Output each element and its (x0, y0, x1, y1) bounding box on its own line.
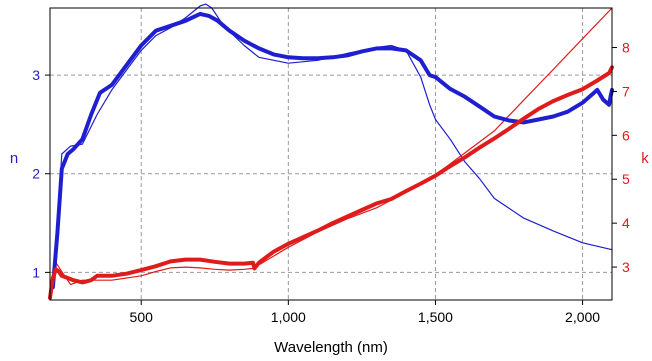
x-tick-label: 2,000 (565, 309, 600, 325)
right-axis-label: k (641, 150, 649, 167)
data-series (48, 3, 614, 300)
right-tick-label: 6 (622, 127, 630, 143)
right-tick-label: 5 (622, 171, 630, 187)
x-tick-label: 500 (130, 309, 154, 325)
right-tick-label: 8 (622, 40, 630, 56)
right-tick-label: 7 (622, 83, 630, 99)
left-tick-label: 3 (32, 67, 40, 83)
series-n-model (52, 3, 613, 288)
left-axis-ticks: 1 2 3 (32, 67, 50, 280)
x-tick-label: 1,500 (418, 309, 453, 325)
right-tick-label: 4 (622, 215, 630, 231)
x-axis-ticks: 500 1,000 1,500 2,000 (130, 300, 600, 325)
left-axis-label: n (10, 150, 18, 167)
series-k-model (49, 7, 613, 299)
x-tick-label: 1,000 (271, 309, 306, 325)
series-n-measured (50, 11, 614, 290)
right-axis-ticks: 3 4 5 6 7 8 (612, 40, 630, 275)
series-k-measured (48, 65, 614, 300)
x-axis-label: Wavelength (nm) (274, 339, 388, 356)
right-tick-label: 3 (622, 259, 630, 275)
left-tick-label: 1 (32, 264, 40, 280)
grid-lines (50, 8, 612, 300)
plot-frame (49, 7, 613, 301)
left-tick-label: 2 (32, 166, 40, 182)
